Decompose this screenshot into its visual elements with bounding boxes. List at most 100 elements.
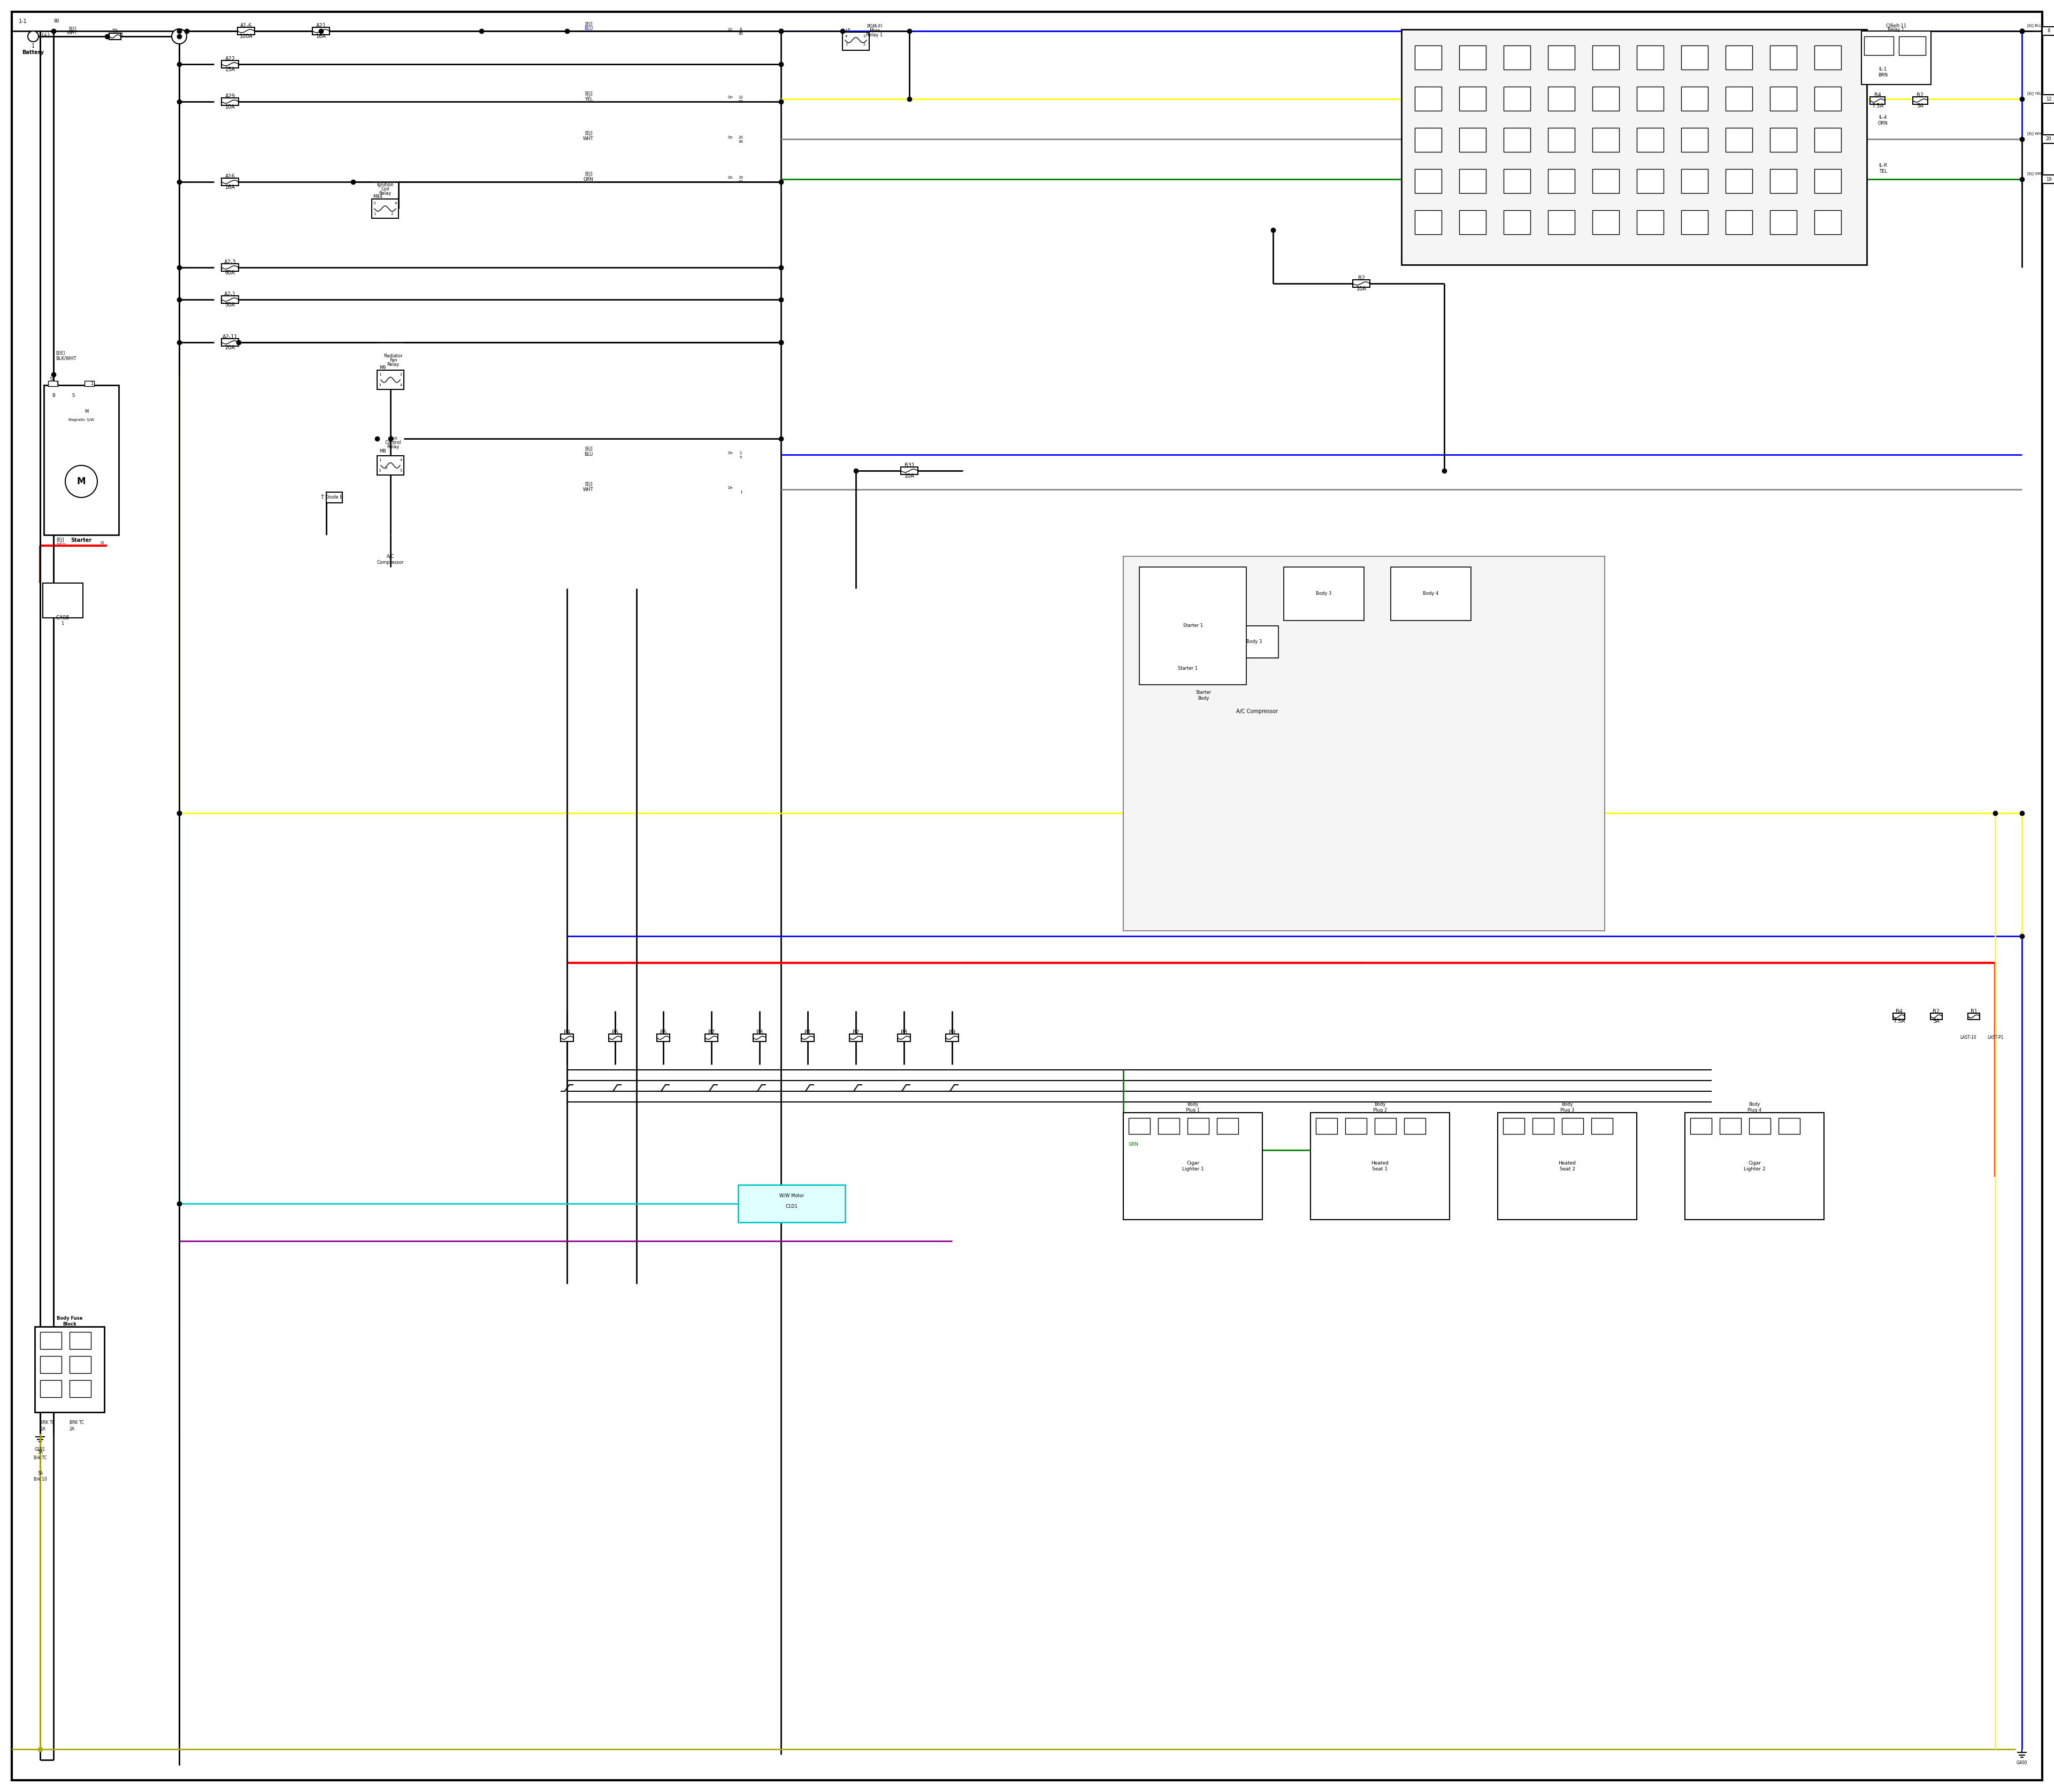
Text: LAST-P1: LAST-P1	[1986, 1036, 2003, 1039]
Bar	[1779, 1118, 1799, 1134]
Text: 4: 4	[394, 202, 396, 204]
Bar	[1561, 1118, 1584, 1134]
Bar	[1725, 168, 1752, 194]
Bar	[1894, 1012, 1904, 1020]
Text: Relay 1: Relay 1	[1888, 27, 1904, 32]
Text: B4: B4	[1873, 93, 1881, 99]
Text: 20: 20	[739, 136, 744, 140]
Bar	[70, 1357, 90, 1373]
Bar	[1912, 97, 1929, 104]
Text: 1: 1	[374, 213, 376, 215]
Text: 20A: 20A	[226, 346, 234, 351]
Text: Coil: Coil	[380, 186, 390, 192]
Text: 20: 20	[2046, 136, 2052, 142]
Bar	[705, 1034, 717, 1041]
Text: 1: 1	[739, 491, 741, 495]
Bar	[1549, 168, 1575, 194]
Bar	[1549, 210, 1575, 235]
Text: 1: 1	[90, 382, 92, 385]
Text: 7.5A: 7.5A	[1894, 1018, 1904, 1023]
Text: RED: RED	[55, 543, 66, 548]
Text: 1: 1	[378, 373, 380, 376]
Text: 10A: 10A	[1356, 287, 1366, 292]
Bar	[1680, 210, 1709, 235]
Text: Body 4: Body 4	[1423, 591, 1438, 597]
Bar	[1458, 127, 1485, 152]
Text: [EJ] WHT: [EJ] WHT	[2027, 133, 2044, 136]
Text: 12: 12	[739, 95, 744, 99]
Bar	[754, 1034, 766, 1041]
Text: A16: A16	[226, 174, 234, 179]
Text: Fan: Fan	[390, 358, 396, 362]
Text: [EJ]: [EJ]	[585, 22, 592, 27]
Text: BRK TC: BRK TC	[70, 1421, 84, 1425]
Bar	[898, 1034, 910, 1041]
Bar	[84, 382, 94, 387]
Text: [EJ]: [EJ]	[585, 131, 592, 136]
Text: A2-11: A2-11	[222, 335, 238, 340]
Text: 3: 3	[374, 202, 376, 204]
Text: 8: 8	[739, 29, 741, 30]
Text: 0: 0	[384, 466, 388, 470]
Text: 1: 1	[55, 382, 60, 385]
Text: 80: 80	[739, 32, 744, 36]
Text: A2-1: A2-1	[224, 292, 236, 297]
Text: 90: 90	[739, 140, 744, 143]
Text: IL-R
TEL: IL-R TEL	[1879, 163, 1888, 174]
Text: 5A
Brk TC: 5A Brk TC	[33, 1450, 47, 1460]
Bar	[70, 1331, 90, 1349]
Bar	[47, 382, 58, 387]
Bar	[43, 582, 82, 618]
Text: P1: P1	[805, 1030, 811, 1036]
Bar	[1861, 30, 1931, 84]
Bar	[1931, 1012, 1943, 1020]
Bar	[1592, 86, 1619, 111]
Text: 15: 15	[99, 541, 105, 545]
Bar	[1592, 168, 1619, 194]
Bar	[35, 1326, 105, 1412]
Text: A/C Compressor: A/C Compressor	[1237, 710, 1278, 715]
Text: Heated
Seat 1: Heated Seat 1	[1372, 1161, 1389, 1172]
Bar	[1504, 168, 1530, 194]
Text: [EJ]: [EJ]	[585, 172, 592, 176]
Bar	[41, 1331, 62, 1349]
Bar	[1128, 1118, 1150, 1134]
Bar	[902, 468, 918, 475]
Bar	[1771, 86, 1797, 111]
Text: 4: 4	[401, 383, 403, 387]
Bar	[1504, 45, 1530, 70]
Text: P5: P5	[612, 1030, 618, 1036]
Bar	[1310, 1113, 1450, 1220]
Text: BLK/WHT: BLK/WHT	[55, 357, 76, 360]
Text: GRN: GRN	[583, 177, 594, 181]
Text: P3: P3	[902, 1030, 908, 1036]
Bar	[1140, 566, 1247, 685]
Text: 16A: 16A	[226, 185, 234, 190]
Bar	[2042, 27, 2054, 36]
Bar	[1814, 86, 1840, 111]
Text: Body
Plug 2: Body Plug 2	[1372, 1102, 1386, 1113]
Bar	[801, 1034, 813, 1041]
Text: B31: B31	[904, 462, 914, 468]
Bar	[1345, 1118, 1366, 1134]
Bar	[222, 177, 238, 186]
Bar	[1458, 168, 1485, 194]
Text: 2: 2	[863, 43, 865, 47]
Text: 1: 1	[31, 43, 35, 48]
Bar	[1771, 45, 1797, 70]
Text: Diode B: Diode B	[325, 495, 343, 500]
Text: 1: 1	[121, 32, 123, 38]
Bar	[1230, 625, 1278, 658]
Bar	[1504, 86, 1530, 111]
Text: 3: 3	[378, 470, 380, 473]
Bar	[1725, 210, 1752, 235]
Bar	[1532, 1118, 1555, 1134]
Bar	[378, 371, 405, 389]
Bar	[2042, 176, 2054, 183]
Text: P8: P8	[756, 1030, 762, 1036]
Bar	[1898, 36, 1927, 56]
Text: B1: B1	[1970, 1009, 1978, 1014]
Bar	[1750, 1118, 1771, 1134]
Bar	[1592, 1118, 1612, 1134]
Text: Compressor: Compressor	[378, 561, 405, 564]
